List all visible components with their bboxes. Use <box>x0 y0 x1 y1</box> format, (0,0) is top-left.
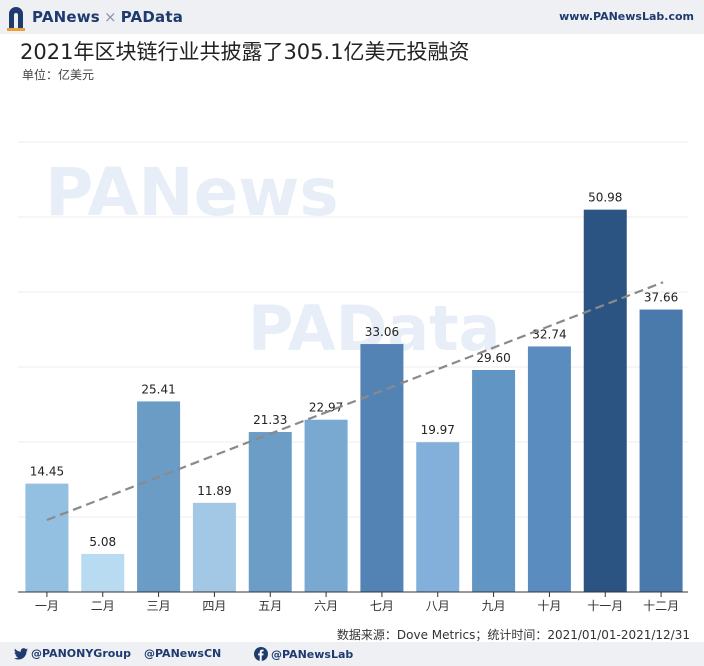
bar[interactable] <box>639 309 683 592</box>
x-tick-label: 十一月 <box>587 599 623 613</box>
brand-title: PANews × PAData <box>32 8 183 26</box>
x-tick-label: 十月 <box>537 599 561 613</box>
brand-panews: PANews <box>32 8 100 26</box>
bar-value-label: 14.45 <box>30 465 64 479</box>
footer-bar: @PANONYGroup @PANewsCN @PANewsLab <box>0 642 704 666</box>
bar[interactable] <box>81 553 125 592</box>
x-tick-label: 八月 <box>426 599 450 613</box>
x-tick-label: 三月 <box>147 599 171 613</box>
bar-value-label: 5.08 <box>89 535 116 549</box>
unit-label: 单位：亿美元 <box>22 68 95 82</box>
bar[interactable] <box>583 209 627 592</box>
x-tick-label: 五月 <box>258 599 282 613</box>
bar[interactable] <box>304 419 348 592</box>
site-url[interactable]: www.PANewsLab.com <box>559 10 694 23</box>
x-tick-label: 九月 <box>482 599 506 613</box>
x-tick-label: 一月 <box>35 599 59 613</box>
bar-value-label: 33.06 <box>365 325 399 339</box>
bar-value-label: 11.89 <box>197 484 231 498</box>
twitter-link[interactable]: @PANONYGroup <box>14 647 131 660</box>
twitter-icon <box>14 647 28 660</box>
weibo-handle: @PANewsCN <box>144 647 222 660</box>
x-tick-label: 四月 <box>202 599 226 613</box>
twitter-handle: @PANONYGroup <box>31 647 132 660</box>
watermark-panews: PANews <box>45 154 339 231</box>
brand-separator: × <box>103 8 117 26</box>
bar[interactable] <box>527 346 571 592</box>
panews-logo-icon <box>7 7 25 31</box>
bar-value-label: 29.60 <box>476 351 510 365</box>
bar-value-label: 19.97 <box>421 423 455 437</box>
bar[interactable] <box>416 442 460 592</box>
data-source: 数据来源：Dove Metrics；统计时间：2021/01/01-2021/1… <box>336 628 690 642</box>
bar[interactable] <box>192 502 236 592</box>
bar-value-label: 50.98 <box>588 191 622 205</box>
bar-value-label: 22.97 <box>309 401 343 415</box>
x-tick-label: 六月 <box>314 599 338 613</box>
bar[interactable] <box>137 401 181 592</box>
trend-line <box>46 281 664 522</box>
top-bar: PANews × PAData www.PANewsLab.com <box>0 0 704 34</box>
bar-value-label: 32.74 <box>532 327 566 341</box>
x-tick-label: 七月 <box>370 599 394 613</box>
x-tick-label: 十二月 <box>643 599 679 613</box>
x-tick-label: 二月 <box>91 599 115 613</box>
chart-title: 2021年区块链行业共披露了305.1亿美元投融资 <box>20 40 470 64</box>
bar[interactable] <box>248 432 292 592</box>
bar-value-label: 37.66 <box>644 291 678 305</box>
bar-chart: PANews PAData 14.455.0825.4111.8921.3322… <box>18 141 688 613</box>
facebook-link[interactable]: @PANewsLab <box>254 647 353 661</box>
bar-value-label: 21.33 <box>253 413 287 427</box>
bar[interactable] <box>25 483 69 592</box>
bar[interactable] <box>360 344 404 592</box>
bar[interactable] <box>472 370 516 592</box>
grid-lines <box>18 141 688 518</box>
brand-padata: PAData <box>120 8 184 26</box>
facebook-icon <box>254 647 268 661</box>
bar-value-label: 25.41 <box>141 382 175 396</box>
weibo-link[interactable]: @PANewsCN <box>144 647 221 660</box>
facebook-handle: @PANewsLab <box>271 647 354 661</box>
